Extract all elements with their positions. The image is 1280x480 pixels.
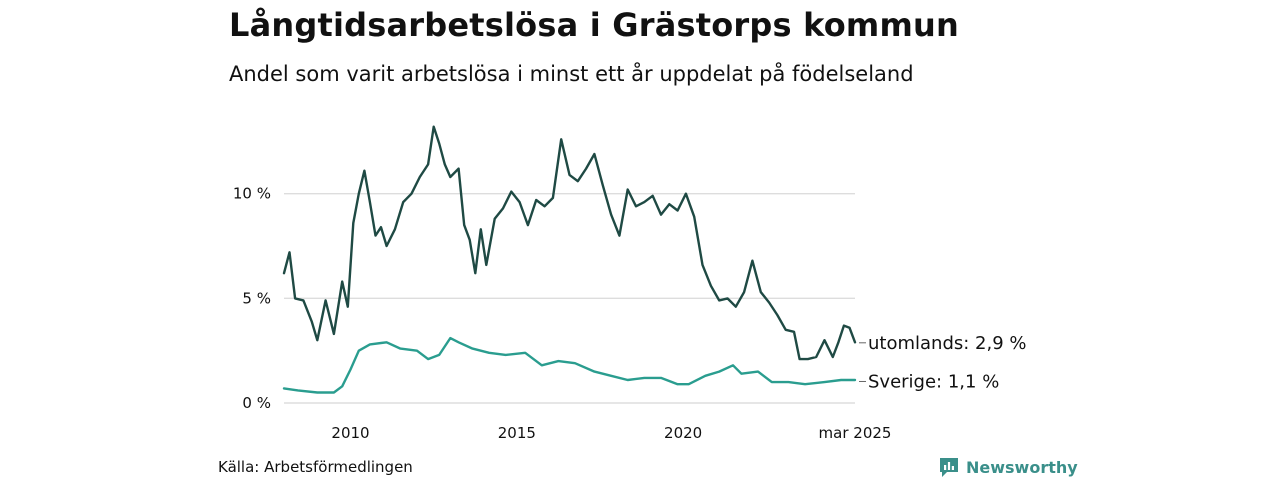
series-line-utomlands [282, 125, 857, 361]
series-end-label: utomlands: 2,9 % [868, 333, 1027, 354]
y-tick-label: 5 % [242, 289, 271, 307]
series-end-label: Sverige: 1,1 % [868, 371, 999, 392]
y-tick-label: 10 % [233, 185, 271, 203]
x-axis-ticks: 2010 2015 2020 mar 2025 [331, 424, 891, 442]
brand-logo: Newsworthy [938, 456, 1078, 478]
chart-title: Långtidsarbetslösa i Grästorps kommun [229, 6, 959, 44]
x-tick-label: 2010 [331, 424, 369, 442]
x-tick-label: 2015 [498, 424, 536, 442]
chart-subtitle: Andel som varit arbetslösa i minst ett å… [229, 62, 914, 86]
grid-lines [284, 193, 855, 404]
series-lines [282, 125, 857, 394]
brand-name: Newsworthy [966, 457, 1078, 477]
x-tick-label: mar 2025 [819, 424, 892, 442]
series-line-sverige [282, 336, 857, 394]
y-tick-label: 0 % [242, 394, 271, 412]
newsworthy-logo-icon [940, 458, 958, 477]
source-note: Källa: Arbetsförmedlingen [218, 458, 413, 476]
x-tick-label: 2020 [664, 424, 702, 442]
series-end-labels: utomlands: 2,9 % Sverige: 1,1 % [859, 333, 1027, 392]
y-axis-ticks: 0 % 5 % 10 % [233, 185, 271, 412]
